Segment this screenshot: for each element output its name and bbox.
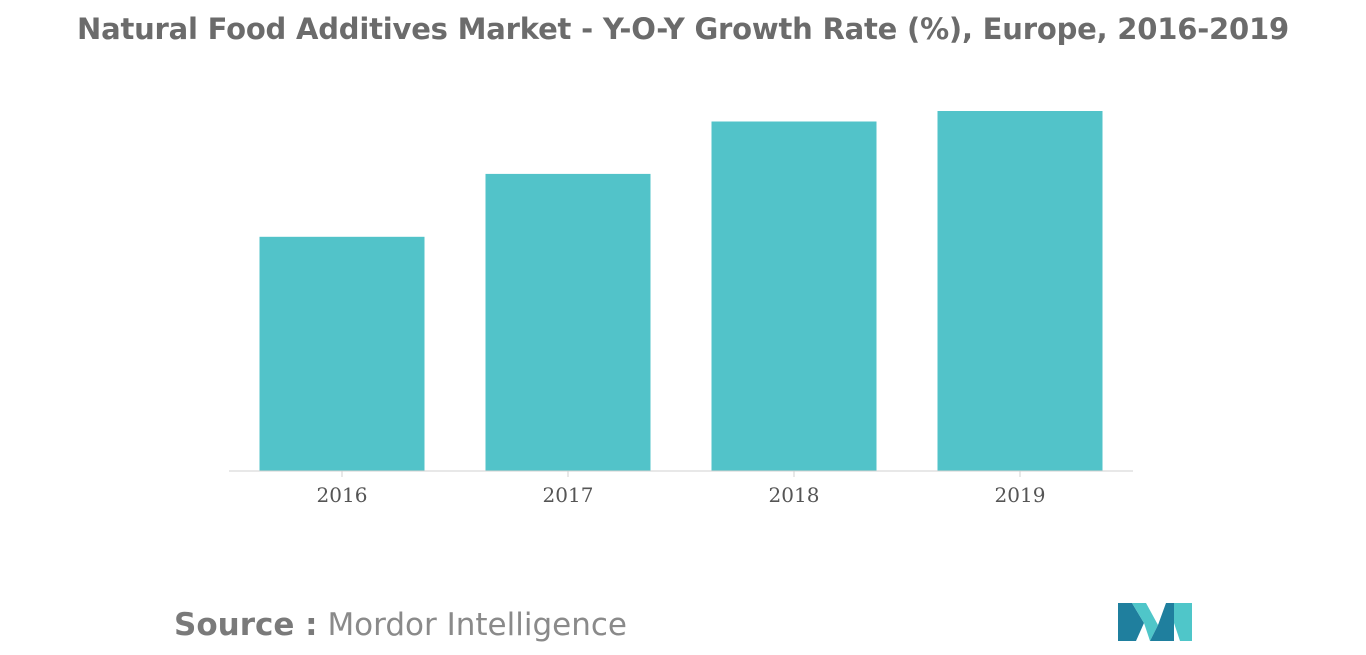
logo-shape-right [1174,603,1192,641]
source-label: Source : [174,607,318,643]
x-tick-label-2018: 2018 [769,483,820,507]
bars-group [259,111,1103,471]
chart-title: Natural Food Additives Market - Y-O-Y Gr… [77,12,1289,46]
bar-2018 [711,121,877,471]
x-tick-label-2019: 2019 [995,483,1046,507]
x-tick-label-2016: 2016 [317,483,368,507]
source-value: Mordor Intelligence [327,607,627,643]
bar-2016 [259,236,425,471]
x-ticks-group: 2016 2017 2018 2019 [317,471,1046,507]
bar-2019 [937,111,1103,471]
logo-shape-left [1118,603,1144,641]
logo-shape-mid-light [1132,603,1158,641]
mordor-intelligence-logo-icon [1118,603,1192,641]
source-credit: Source : Mordor Intelligence [174,607,627,643]
logo-shape-mid-dark [1150,603,1174,641]
bar-2017 [485,173,651,471]
x-tick-label-2017: 2017 [543,483,594,507]
